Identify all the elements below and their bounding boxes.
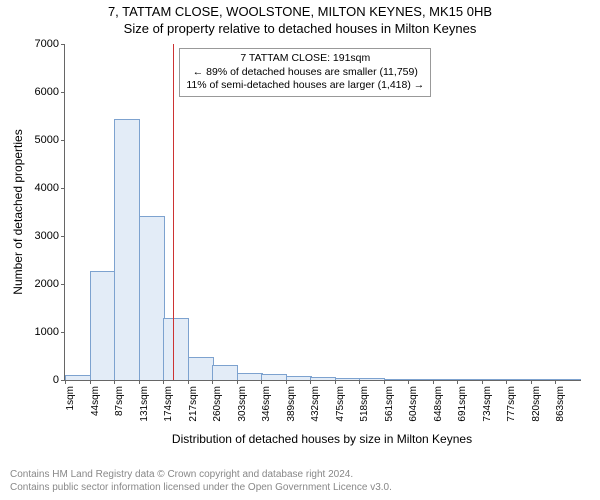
annotation-box: 7 TATTAM CLOSE: 191sqm← 89% of detached …: [179, 48, 431, 97]
histogram-bar: [212, 365, 238, 380]
xtick-label: 777sqm: [506, 386, 517, 422]
histogram-bar: [482, 379, 508, 380]
chart-title-line2: Size of property relative to detached ho…: [0, 21, 600, 38]
histogram-bar: [90, 271, 116, 380]
xtick-label: 648sqm: [433, 386, 444, 422]
histogram-bar: [555, 379, 581, 380]
xtick-label: 174sqm: [163, 386, 174, 422]
xtick-mark: [433, 380, 434, 384]
y-axis-title: Number of detached properties: [11, 129, 25, 294]
histogram-bar: [310, 377, 336, 380]
histogram-bar: [335, 378, 361, 380]
ytick-label: 3000: [35, 230, 65, 242]
xtick-mark: [457, 380, 458, 384]
xtick-mark: [163, 380, 164, 384]
xtick-mark: [335, 380, 336, 384]
xtick-mark: [212, 380, 213, 384]
histogram-bar: [188, 357, 214, 380]
footer-line1: Contains HM Land Registry data © Crown c…: [10, 468, 392, 481]
attribution-footer: Contains HM Land Registry data © Crown c…: [10, 468, 392, 494]
annotation-line2: ← 89% of detached houses are smaller (11…: [186, 66, 424, 80]
x-axis-title: Distribution of detached houses by size …: [172, 432, 472, 446]
chart-title-line1: 7, TATTAM CLOSE, WOOLSTONE, MILTON KEYNE…: [0, 4, 600, 21]
ytick-label: 6000: [35, 86, 65, 98]
xtick-mark: [384, 380, 385, 384]
xtick-label: 604sqm: [408, 386, 419, 422]
xtick-mark: [114, 380, 115, 384]
histogram-bar: [506, 379, 532, 380]
xtick-mark: [188, 380, 189, 384]
histogram-bar: [65, 375, 91, 380]
histogram-bar: [261, 374, 287, 380]
xtick-mark: [555, 380, 556, 384]
property-marker-line: [173, 44, 174, 380]
xtick-mark: [359, 380, 360, 384]
xtick-label: 561sqm: [384, 386, 395, 422]
xtick-label: 131sqm: [139, 386, 150, 422]
histogram-bar: [384, 379, 410, 380]
chart-title: 7, TATTAM CLOSE, WOOLSTONE, MILTON KEYNE…: [0, 0, 600, 38]
histogram-bar: [359, 378, 385, 380]
histogram-bar: [408, 379, 434, 380]
xtick-mark: [506, 380, 507, 384]
xtick-label: 346sqm: [261, 386, 272, 422]
xtick-label: 44sqm: [90, 386, 101, 416]
xtick-label: 475sqm: [335, 386, 346, 422]
xtick-mark: [286, 380, 287, 384]
xtick-mark: [65, 380, 66, 384]
histogram-bar: [114, 119, 140, 380]
histogram-bar: [457, 379, 483, 380]
xtick-label: 863sqm: [555, 386, 566, 422]
xtick-label: 432sqm: [310, 386, 321, 422]
xtick-label: 87sqm: [114, 386, 125, 416]
ytick-label: 2000: [35, 278, 65, 290]
xtick-label: 260sqm: [212, 386, 223, 422]
histogram-bar: [531, 379, 557, 380]
ytick-label: 5000: [35, 134, 65, 146]
histogram-bar: [163, 318, 189, 380]
xtick-mark: [139, 380, 140, 384]
ytick-label: 1000: [35, 326, 65, 338]
xtick-label: 518sqm: [359, 386, 370, 422]
xtick-label: 303sqm: [237, 386, 248, 422]
histogram-bar: [139, 216, 165, 380]
histogram-bar: [286, 376, 312, 380]
xtick-label: 691sqm: [457, 386, 468, 422]
annotation-line3: 11% of semi-detached houses are larger (…: [186, 79, 424, 93]
histogram-bar: [237, 373, 263, 380]
xtick-label: 1sqm: [65, 386, 76, 410]
xtick-label: 389sqm: [286, 386, 297, 422]
xtick-label: 217sqm: [188, 386, 199, 422]
ytick-label: 7000: [35, 38, 65, 50]
xtick-mark: [310, 380, 311, 384]
histogram-bar: [433, 379, 459, 380]
xtick-mark: [408, 380, 409, 384]
xtick-label: 734sqm: [482, 386, 493, 422]
plot-area: 010002000300040005000600070001sqm44sqm87…: [64, 44, 581, 381]
footer-line2: Contains public sector information licen…: [10, 481, 392, 494]
xtick-label: 820sqm: [531, 386, 542, 422]
annotation-line1: 7 TATTAM CLOSE: 191sqm: [186, 52, 424, 66]
xtick-mark: [482, 380, 483, 384]
ytick-label: 0: [53, 374, 65, 386]
xtick-mark: [261, 380, 262, 384]
xtick-mark: [237, 380, 238, 384]
xtick-mark: [90, 380, 91, 384]
ytick-label: 4000: [35, 182, 65, 194]
chart-container: 7, TATTAM CLOSE, WOOLSTONE, MILTON KEYNE…: [0, 0, 600, 500]
xtick-mark: [531, 380, 532, 384]
